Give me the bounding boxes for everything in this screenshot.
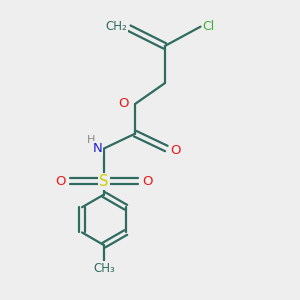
Text: Cl: Cl — [203, 20, 215, 33]
Text: O: O — [55, 175, 65, 188]
Text: S: S — [99, 174, 109, 189]
Text: N: N — [92, 142, 102, 155]
Text: O: O — [118, 98, 129, 110]
Text: O: O — [170, 143, 181, 157]
Text: H: H — [87, 135, 96, 145]
Text: O: O — [142, 175, 153, 188]
Text: CH₃: CH₃ — [93, 262, 115, 275]
Text: CH₂: CH₂ — [105, 20, 127, 33]
